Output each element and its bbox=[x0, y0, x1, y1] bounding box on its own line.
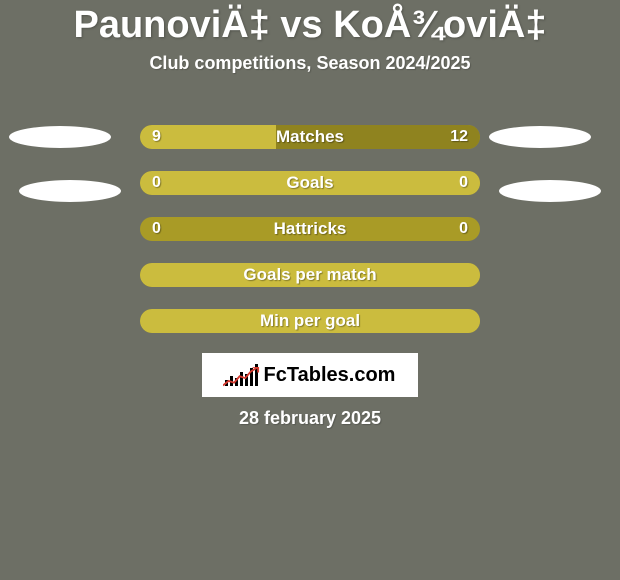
stat-label: Goals bbox=[140, 171, 480, 195]
page-subtitle: Club competitions, Season 2024/2025 bbox=[0, 53, 620, 74]
player-photo-placeholder bbox=[9, 126, 111, 148]
logo-text: FcTables.com bbox=[264, 364, 396, 387]
stat-label: Goals per match bbox=[140, 263, 480, 287]
player-photo-placeholder bbox=[19, 180, 121, 202]
stat-label: Matches bbox=[140, 125, 480, 149]
stat-row: 00Goals bbox=[140, 171, 480, 195]
stat-label: Hattricks bbox=[140, 217, 480, 241]
stat-row: 912Matches bbox=[140, 125, 480, 149]
stat-rows: 912Matches 00Goals 00Hattricks Goals per ma… bbox=[140, 125, 480, 355]
stat-row: Min per goal bbox=[140, 309, 480, 333]
stat-label: Min per goal bbox=[140, 309, 480, 333]
canvas: PaunoviÄ‡ vs KoÅ¾oviÄ‡ Club competitions… bbox=[0, 0, 620, 580]
page-title: PaunoviÄ‡ vs KoÅ¾oviÄ‡ bbox=[0, 0, 620, 47]
logo-bars-icon bbox=[225, 364, 258, 386]
logo-trend-icon bbox=[223, 367, 260, 387]
player-photo-placeholder bbox=[489, 126, 591, 148]
site-logo: FcTables.com bbox=[202, 353, 418, 397]
page-date: 28 february 2025 bbox=[0, 408, 620, 429]
stat-row: 00Hattricks bbox=[140, 217, 480, 241]
player-photo-placeholder bbox=[499, 180, 601, 202]
stat-row: Goals per match bbox=[140, 263, 480, 287]
